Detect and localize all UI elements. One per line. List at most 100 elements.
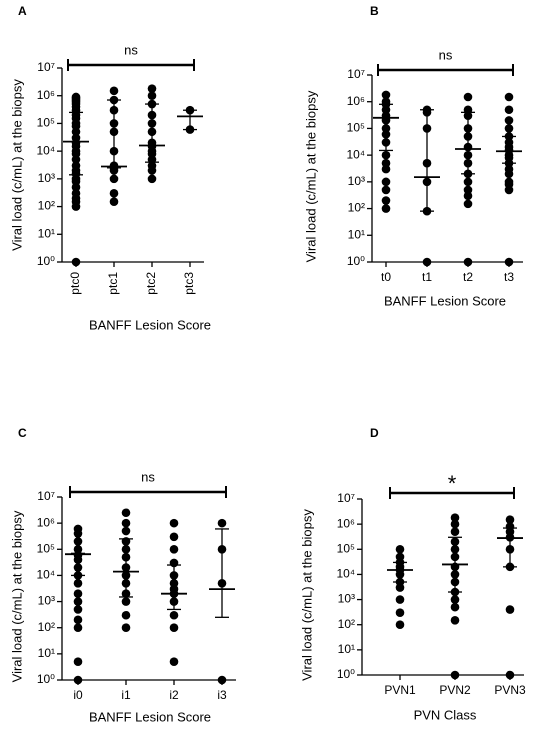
y-tick-label: 10⁷ bbox=[37, 60, 55, 74]
data-point bbox=[121, 518, 131, 528]
x-tick-label: ptc1 bbox=[106, 272, 120, 295]
data-point bbox=[109, 174, 119, 184]
data-point bbox=[73, 524, 83, 534]
data-point bbox=[73, 597, 83, 606]
data-point bbox=[504, 116, 514, 125]
y-tick-label: 10⁶ bbox=[37, 515, 55, 529]
y-tick-label: 10³ bbox=[348, 174, 365, 188]
y-tick-label: 10⁰ bbox=[347, 254, 365, 268]
data-point bbox=[71, 257, 81, 267]
data-point bbox=[109, 197, 119, 206]
y-tick-label: 10¹ bbox=[38, 646, 55, 660]
y-tick-label: 10⁵ bbox=[37, 116, 55, 130]
panel-label: C bbox=[18, 426, 27, 440]
x-tick-label: i1 bbox=[121, 688, 131, 702]
x-axis-label: BANFF Lesion Score bbox=[89, 317, 211, 332]
data-point bbox=[381, 196, 391, 205]
data-point bbox=[450, 527, 460, 537]
data-point bbox=[395, 544, 405, 554]
data-point bbox=[395, 552, 405, 562]
data-point bbox=[147, 174, 157, 184]
y-tick-label: 10¹ bbox=[348, 227, 365, 241]
data-point bbox=[422, 257, 432, 267]
data-point bbox=[381, 204, 391, 213]
x-tick-label: t0 bbox=[381, 270, 391, 284]
data-point bbox=[73, 544, 83, 554]
data-point bbox=[395, 620, 405, 630]
y-tick-label: 10⁷ bbox=[347, 67, 365, 81]
data-point bbox=[395, 608, 405, 618]
x-tick-label: PVN1 bbox=[384, 683, 416, 697]
data-point bbox=[381, 158, 391, 168]
x-tick-label: i3 bbox=[217, 688, 227, 702]
y-axis-label: Viral load (c/mL) at the biopsy bbox=[9, 79, 24, 251]
y-tick-label: 10⁶ bbox=[347, 94, 365, 108]
y-tick-label: 10¹ bbox=[338, 642, 355, 656]
data-point bbox=[169, 518, 179, 528]
data-point bbox=[504, 105, 514, 115]
y-axis-label: Viral load (c/mL) at the biopsy bbox=[9, 510, 24, 682]
y-tick-label: 10² bbox=[348, 201, 365, 215]
data-point bbox=[73, 578, 83, 588]
y-tick-label: 10⁴ bbox=[36, 143, 55, 157]
significance-label: ns bbox=[124, 42, 138, 57]
data-point bbox=[169, 623, 179, 633]
data-point bbox=[169, 532, 179, 542]
data-point bbox=[121, 526, 131, 536]
y-tick-label: 10⁵ bbox=[347, 121, 365, 135]
data-point bbox=[121, 597, 131, 606]
data-point bbox=[73, 589, 83, 599]
data-point bbox=[450, 615, 460, 625]
y-tick-label: 10⁰ bbox=[37, 672, 55, 686]
data-point bbox=[504, 257, 514, 267]
data-point bbox=[109, 86, 119, 96]
data-point bbox=[450, 595, 460, 604]
data-point bbox=[169, 610, 179, 620]
data-point bbox=[505, 605, 515, 614]
data-point bbox=[121, 610, 131, 620]
x-tick-label: t2 bbox=[463, 270, 473, 284]
x-tick-label: i2 bbox=[169, 688, 179, 702]
data-point bbox=[381, 150, 391, 160]
panel-label: D bbox=[370, 426, 379, 440]
y-tick-label: 10² bbox=[38, 199, 55, 213]
data-point bbox=[381, 90, 391, 100]
data-point bbox=[505, 515, 515, 525]
data-point bbox=[463, 177, 473, 187]
data-point bbox=[504, 177, 514, 187]
data-point bbox=[73, 623, 83, 633]
data-point bbox=[121, 623, 131, 633]
y-axis-label: Viral load (c/mL) at the biopsy bbox=[299, 509, 314, 681]
data-point bbox=[463, 191, 473, 201]
data-point bbox=[504, 92, 514, 102]
x-tick-label: t3 bbox=[504, 270, 514, 284]
x-tick-label: ptc2 bbox=[144, 272, 158, 295]
y-axis-label: Viral load (c/mL) at the biopsy bbox=[303, 90, 318, 262]
y-tick-label: 10³ bbox=[38, 171, 55, 185]
y-tick-label: 10⁷ bbox=[37, 489, 55, 503]
significance-label: * bbox=[448, 471, 457, 496]
data-point bbox=[217, 518, 227, 528]
y-tick-label: 10² bbox=[338, 617, 355, 631]
data-point bbox=[505, 670, 515, 680]
y-tick-label: 10³ bbox=[38, 594, 55, 608]
data-point bbox=[169, 657, 179, 667]
data-point bbox=[381, 185, 391, 195]
x-axis-label: BANFF Lesion Score bbox=[89, 709, 211, 724]
x-tick-label: ptc3 bbox=[182, 272, 196, 295]
y-tick-label: 10⁴ bbox=[336, 567, 355, 581]
data-point bbox=[73, 657, 83, 667]
data-point bbox=[450, 602, 460, 612]
data-point bbox=[450, 513, 460, 523]
y-tick-label: 10² bbox=[38, 620, 55, 634]
y-tick-label: 10³ bbox=[338, 592, 355, 606]
y-tick-label: 10⁰ bbox=[37, 254, 55, 268]
data-point bbox=[147, 161, 157, 170]
data-point bbox=[73, 537, 83, 546]
data-point bbox=[395, 595, 405, 604]
data-point bbox=[121, 508, 131, 518]
y-tick-label: 10⁵ bbox=[37, 541, 55, 555]
data-point bbox=[217, 675, 227, 685]
data-point bbox=[147, 91, 157, 101]
